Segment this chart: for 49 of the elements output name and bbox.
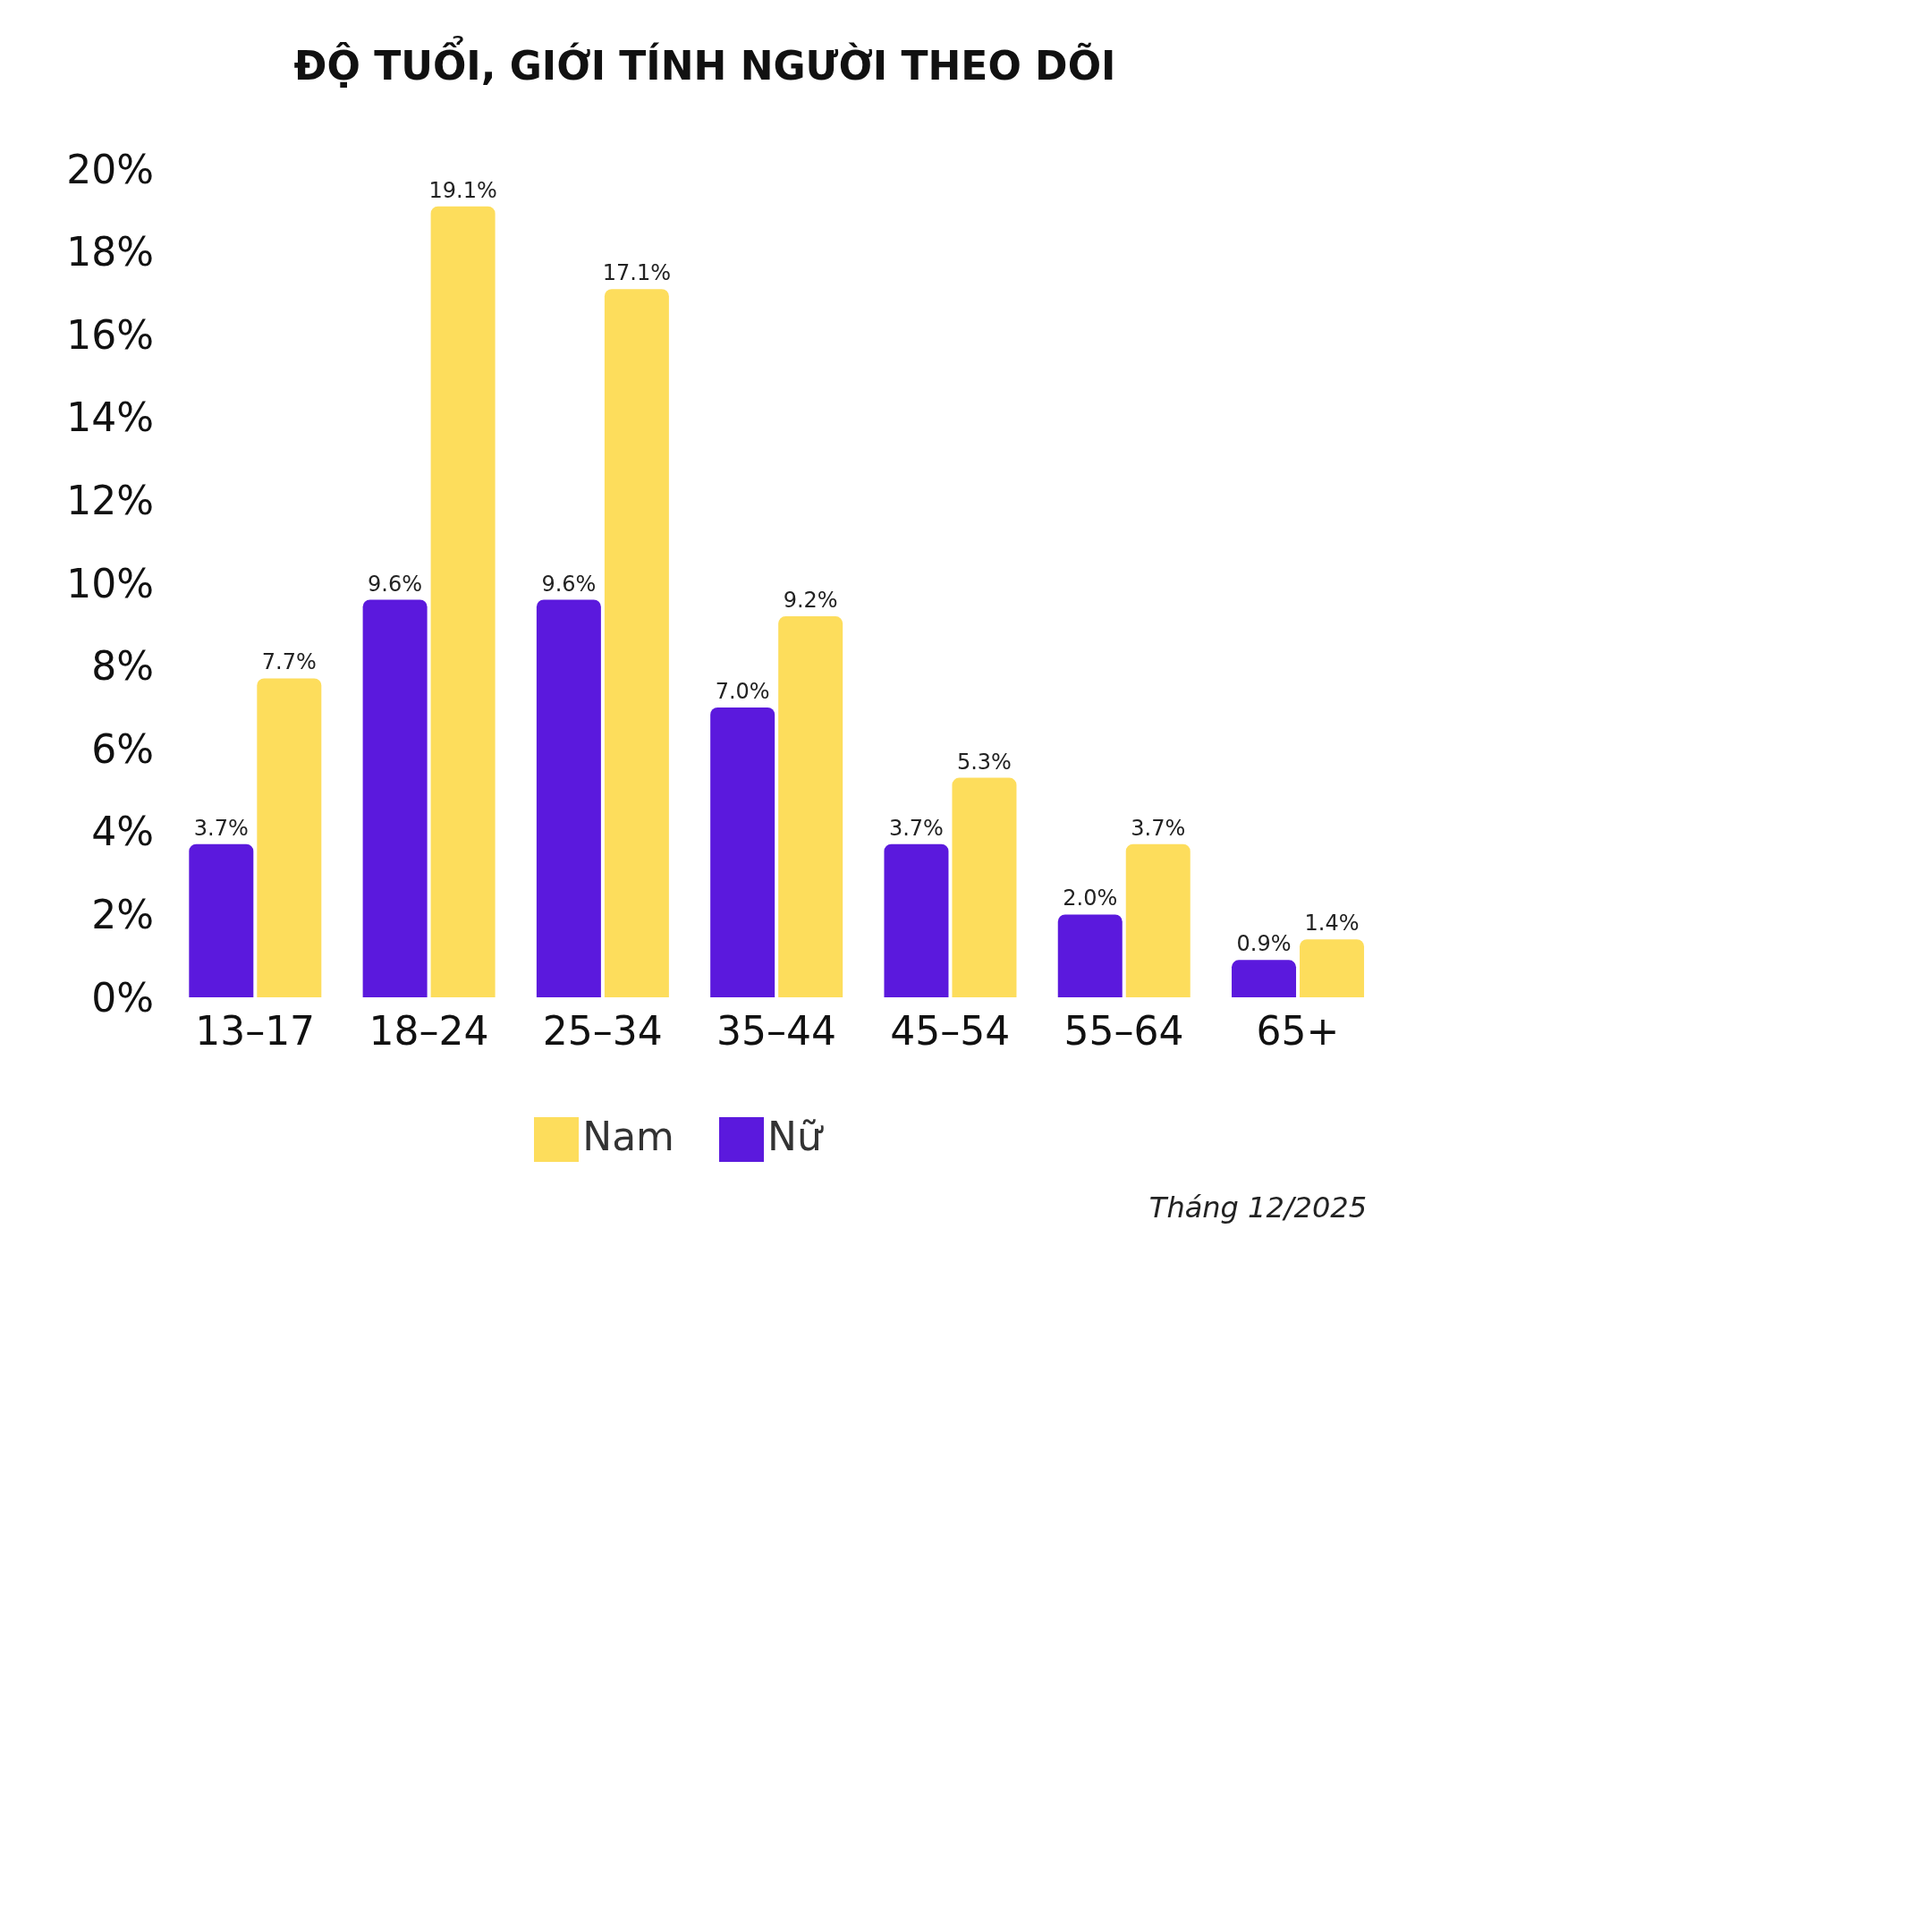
legend-label: Nam <box>582 1114 674 1159</box>
bar <box>710 707 775 997</box>
y-tick-label: 14% <box>66 394 154 441</box>
y-tick-label: 12% <box>66 478 154 524</box>
data-label: 9.6% <box>368 571 423 597</box>
x-tick-label: 13–17 <box>195 1008 316 1055</box>
legend-label: Nữ <box>767 1114 822 1159</box>
data-label: 3.7% <box>193 815 249 841</box>
y-tick-label: 2% <box>91 892 154 938</box>
bar <box>884 843 949 997</box>
data-label: 9.6% <box>541 571 597 597</box>
x-tick-label: 65+ <box>1256 1008 1340 1055</box>
data-label: 7.7% <box>261 649 317 675</box>
bar <box>189 843 254 997</box>
y-tick-label: 20% <box>66 146 154 192</box>
bar <box>1057 914 1123 997</box>
bar <box>1232 960 1297 997</box>
x-tick-label: 25–34 <box>542 1008 663 1055</box>
y-tick-label: 16% <box>66 311 154 358</box>
data-label: 3.7% <box>1131 815 1186 841</box>
data-label: 2.0% <box>1063 886 1118 911</box>
bar <box>257 678 322 997</box>
data-label: 5.3% <box>956 749 1012 775</box>
y-tick-label: 8% <box>91 643 154 690</box>
bar <box>778 616 843 997</box>
x-tick-label: 45–54 <box>890 1008 1011 1055</box>
y-tick-label: 0% <box>91 974 154 1021</box>
bar <box>1300 939 1365 997</box>
bar <box>604 289 669 997</box>
data-label: 9.2% <box>783 588 838 614</box>
data-label: 17.1% <box>602 260 672 286</box>
y-tick-label: 18% <box>66 229 154 275</box>
bar <box>952 777 1017 997</box>
data-label: 0.9% <box>1236 931 1292 957</box>
y-tick-label: 6% <box>91 725 154 772</box>
data-label: 19.1% <box>428 177 497 203</box>
x-tick-label: 35–44 <box>716 1008 836 1055</box>
bar <box>430 206 496 997</box>
y-tick-label: 10% <box>66 560 154 606</box>
bar <box>536 599 601 997</box>
y-tick-label: 4% <box>91 809 154 855</box>
x-tick-label: 18–24 <box>369 1008 489 1055</box>
bar <box>362 599 428 997</box>
text: Tháng 12/2025 <box>1148 1191 1367 1224</box>
bar <box>1125 843 1191 997</box>
data-label: 3.7% <box>888 815 944 841</box>
data-label: 1.4% <box>1304 911 1360 936</box>
x-tick-label: 55–64 <box>1063 1008 1184 1055</box>
data-label: 7.0% <box>715 678 770 704</box>
